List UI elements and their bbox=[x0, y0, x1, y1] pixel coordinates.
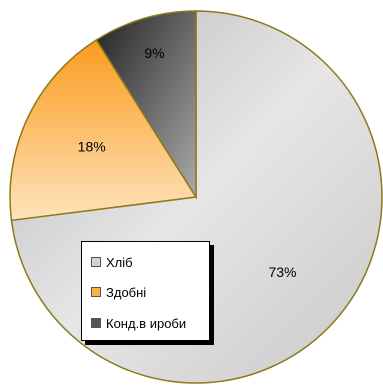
legend-swatch-buns bbox=[91, 287, 101, 297]
slice-buns bbox=[9, 38, 198, 222]
slice-buns-label: 18% bbox=[78, 139, 106, 155]
slice-confectionery bbox=[95, 10, 197, 200]
legend-label-confectionery: Конд.в ироби bbox=[106, 315, 187, 331]
legend-swatch-confectionery bbox=[91, 318, 101, 328]
legend-item-bread: Хліб bbox=[91, 254, 133, 270]
legend-swatch-bread bbox=[91, 257, 101, 267]
slice-confectionery-label: 9% bbox=[144, 45, 164, 61]
legend-item-buns: Здобні bbox=[91, 284, 146, 300]
legend-label-buns: Здобні bbox=[106, 284, 147, 300]
chart-legend: Хліб Здобні Конд.в ироби bbox=[81, 241, 210, 341]
slice-bread-label: 73% bbox=[268, 264, 296, 280]
legend-item-confectionery: Конд.в ироби bbox=[91, 315, 186, 331]
legend-label-bread: Хліб bbox=[106, 254, 133, 270]
